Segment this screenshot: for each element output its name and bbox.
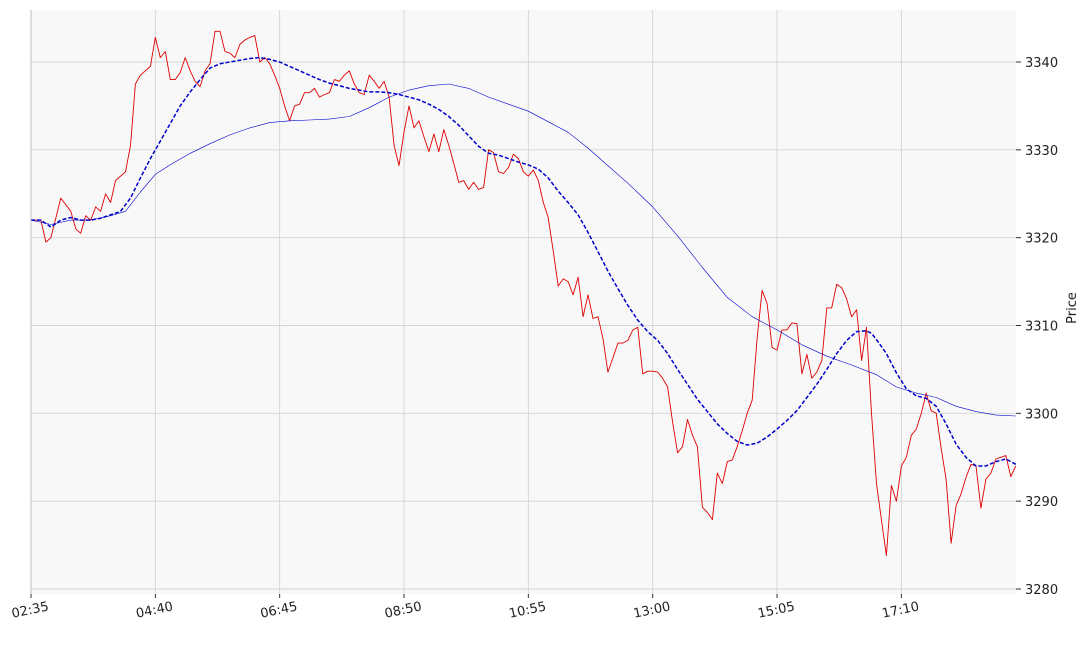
y-tick-label: 3300 xyxy=(1025,407,1058,422)
y-tick-label: 3310 xyxy=(1025,320,1058,335)
x-tick-label: 02:35 xyxy=(10,599,50,621)
plot-area-background xyxy=(31,10,1016,594)
x-tick-label: 04:40 xyxy=(135,599,175,621)
y-axis-right: 3280 3290 3300 3310 3320 3330 3340 xyxy=(1016,56,1058,598)
grid-lines xyxy=(30,10,1016,594)
x-tick-label: 06:45 xyxy=(259,599,299,621)
series-line-short-average xyxy=(31,56,1017,467)
series-group xyxy=(30,30,1017,557)
x-axis-bottom: 02:35 04:40 06:45 08:50 10:55 13:00 15:05 17:10 xyxy=(10,594,921,622)
y-tick-label: 3290 xyxy=(1025,495,1058,510)
x-tick-label: 13:00 xyxy=(632,599,672,621)
series-line-long-average xyxy=(30,83,1016,417)
y-axis-label: Price xyxy=(1065,292,1080,324)
x-tick-label: 15:05 xyxy=(756,599,796,621)
x-tick-label: 10:55 xyxy=(508,599,548,621)
x-tick-label: 17:10 xyxy=(881,599,921,621)
x-tick-label: 08:50 xyxy=(383,599,423,621)
series-line-price xyxy=(31,30,1017,557)
y-tick-label: 3340 xyxy=(1025,56,1058,71)
y-tick-label: 3330 xyxy=(1025,144,1058,159)
y-tick-label: 3320 xyxy=(1025,232,1058,247)
y-tick-label: 3280 xyxy=(1025,583,1058,598)
